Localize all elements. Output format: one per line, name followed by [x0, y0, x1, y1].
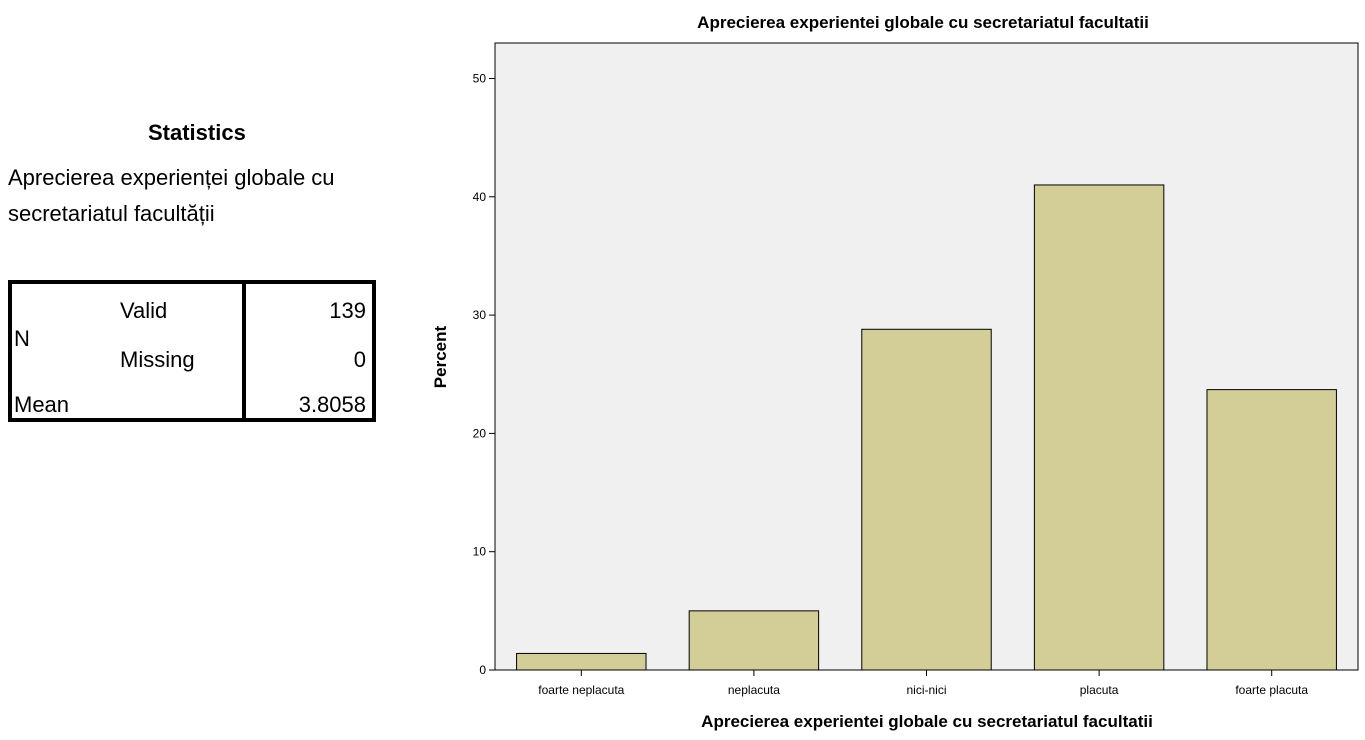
row-n-label: N: [14, 326, 30, 351]
bar: [1033, 184, 1165, 671]
y-tick-label: 40: [473, 190, 487, 204]
x-axis: foarte neplacuta neplacuta nici-nici placut…: [538, 670, 1308, 697]
table-column-divider: [242, 284, 246, 418]
y-axis: 0 10 20 30 40 50: [473, 71, 495, 677]
bar: [1206, 389, 1337, 671]
row-missing-label: Missing: [120, 347, 195, 372]
bar: [688, 610, 820, 671]
y-tick-label: 20: [473, 426, 487, 440]
row-missing-value: 0: [353, 347, 366, 372]
x-tick-label: neplacuta: [728, 683, 780, 697]
row-valid-label: Valid: [120, 298, 168, 323]
statistics-title: Statistics: [148, 120, 246, 145]
row-mean-label: Mean: [14, 392, 70, 417]
bar: [516, 652, 647, 671]
bar: [861, 328, 992, 671]
statistics-variable-label: Aprecierea experienței globale cu secret…: [8, 165, 335, 226]
x-tick-label: foarte placuta: [1235, 683, 1308, 697]
statistics-table: N Valid Missing Mean 139 0 3.8058: [8, 280, 376, 422]
x-axis-title: Aprecierea experientei globale cu secret…: [701, 712, 1153, 731]
row-mean-value: 3.8058: [298, 392, 366, 417]
chart-title: Aprecierea experientei globale cu secret…: [697, 13, 1149, 32]
y-tick-label: 0: [479, 663, 486, 677]
y-tick-label: 30: [473, 308, 487, 322]
row-valid-value: 139: [329, 298, 366, 323]
y-tick-label: 50: [473, 71, 487, 85]
x-tick-label: placuta: [1080, 683, 1119, 697]
y-tick-label: 10: [473, 545, 487, 559]
x-tick-label: nici-nici: [906, 683, 946, 697]
x-tick-label: foarte neplacuta: [538, 683, 624, 697]
y-axis-title: Percent: [431, 325, 450, 388]
bar-series: [516, 184, 1337, 671]
